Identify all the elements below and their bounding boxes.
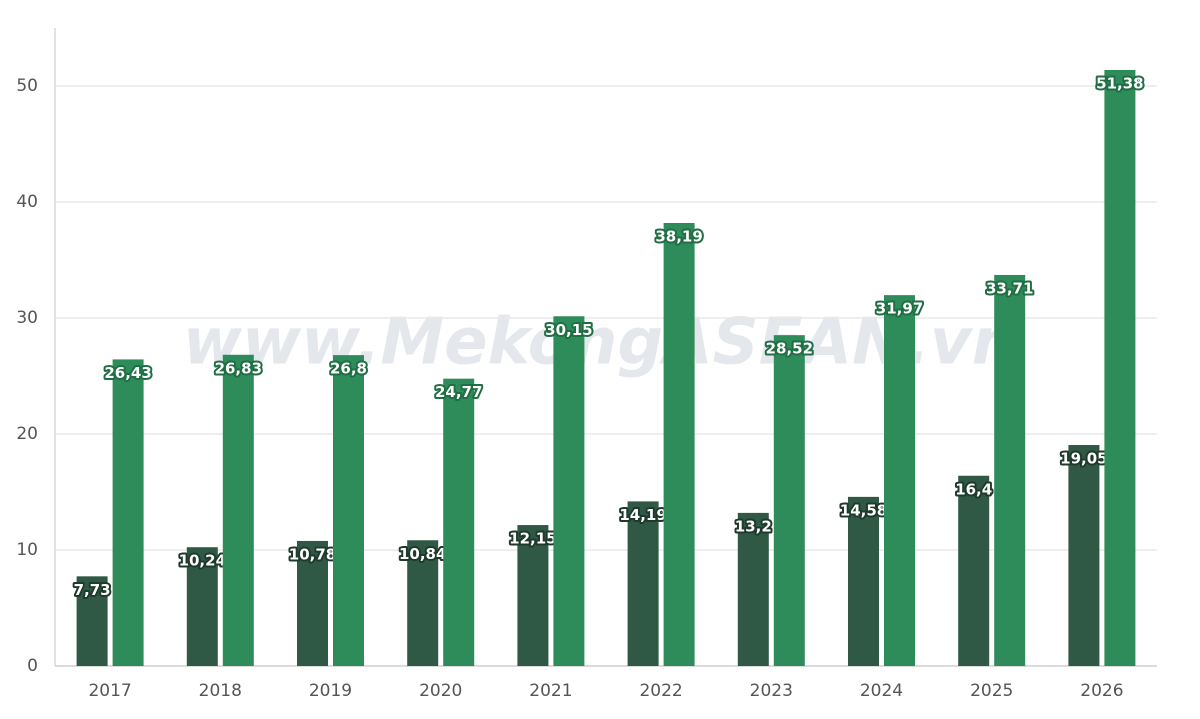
bar <box>884 295 915 666</box>
x-tick-label: 2026 <box>1080 681 1123 701</box>
x-tick-label: 2024 <box>860 681 903 701</box>
y-tick-label: 0 <box>27 656 38 676</box>
value-label: 10,78 <box>289 545 336 563</box>
value-label: 12,15 <box>509 530 556 548</box>
value-label: 28,52 <box>766 340 813 358</box>
bar <box>1104 69 1136 666</box>
bar <box>222 354 254 666</box>
bar <box>994 274 1026 666</box>
bar <box>333 355 364 666</box>
value-label: 33,71 <box>986 279 1033 297</box>
y-tick-label: 20 <box>16 424 38 444</box>
y-tick-label: 40 <box>16 192 38 212</box>
bar <box>76 576 108 666</box>
x-tick-label: 2020 <box>419 681 462 701</box>
bar <box>186 547 218 666</box>
bar <box>958 475 990 666</box>
x-tick-label: 2019 <box>309 681 352 701</box>
value-label: 24,77 <box>435 383 482 401</box>
bar <box>1068 445 1100 666</box>
value-label: 14,58 <box>840 501 887 519</box>
y-tick-label: 50 <box>16 76 38 96</box>
value-label: 51,38 <box>1096 74 1143 92</box>
bar <box>773 335 805 666</box>
x-tick-label: 2017 <box>88 681 131 701</box>
value-label: 13,2 <box>735 517 772 535</box>
y-tick-label: 30 <box>16 308 38 328</box>
value-label: 26,83 <box>215 359 262 377</box>
bar <box>553 316 585 666</box>
x-tick-label: 2021 <box>529 681 572 701</box>
value-label: 16,4 <box>955 480 992 498</box>
bar <box>737 512 769 666</box>
x-tick-label: 2018 <box>199 681 242 701</box>
value-label: 10,84 <box>399 545 446 563</box>
bar <box>112 359 144 666</box>
bar <box>407 540 439 666</box>
bar <box>663 222 695 666</box>
bar <box>848 496 879 666</box>
x-tick-label: 2025 <box>970 681 1013 701</box>
value-label: 14,19 <box>619 506 666 524</box>
y-tick-label: 10 <box>16 540 38 560</box>
x-tick-label: 2022 <box>639 681 682 701</box>
x-tick-label: 2023 <box>750 681 793 701</box>
value-label: 31,97 <box>876 300 923 318</box>
value-label: 10,24 <box>179 552 226 570</box>
bar <box>517 525 549 666</box>
value-label: 7,73 <box>74 581 111 599</box>
bar <box>627 501 659 666</box>
value-label: 30,15 <box>545 321 592 339</box>
bar <box>297 540 328 666</box>
value-label: 38,19 <box>655 227 702 245</box>
value-label: 26,8 <box>330 360 367 378</box>
value-label: 26,43 <box>104 364 151 382</box>
bar <box>443 378 475 666</box>
value-label: 19,05 <box>1060 450 1107 468</box>
